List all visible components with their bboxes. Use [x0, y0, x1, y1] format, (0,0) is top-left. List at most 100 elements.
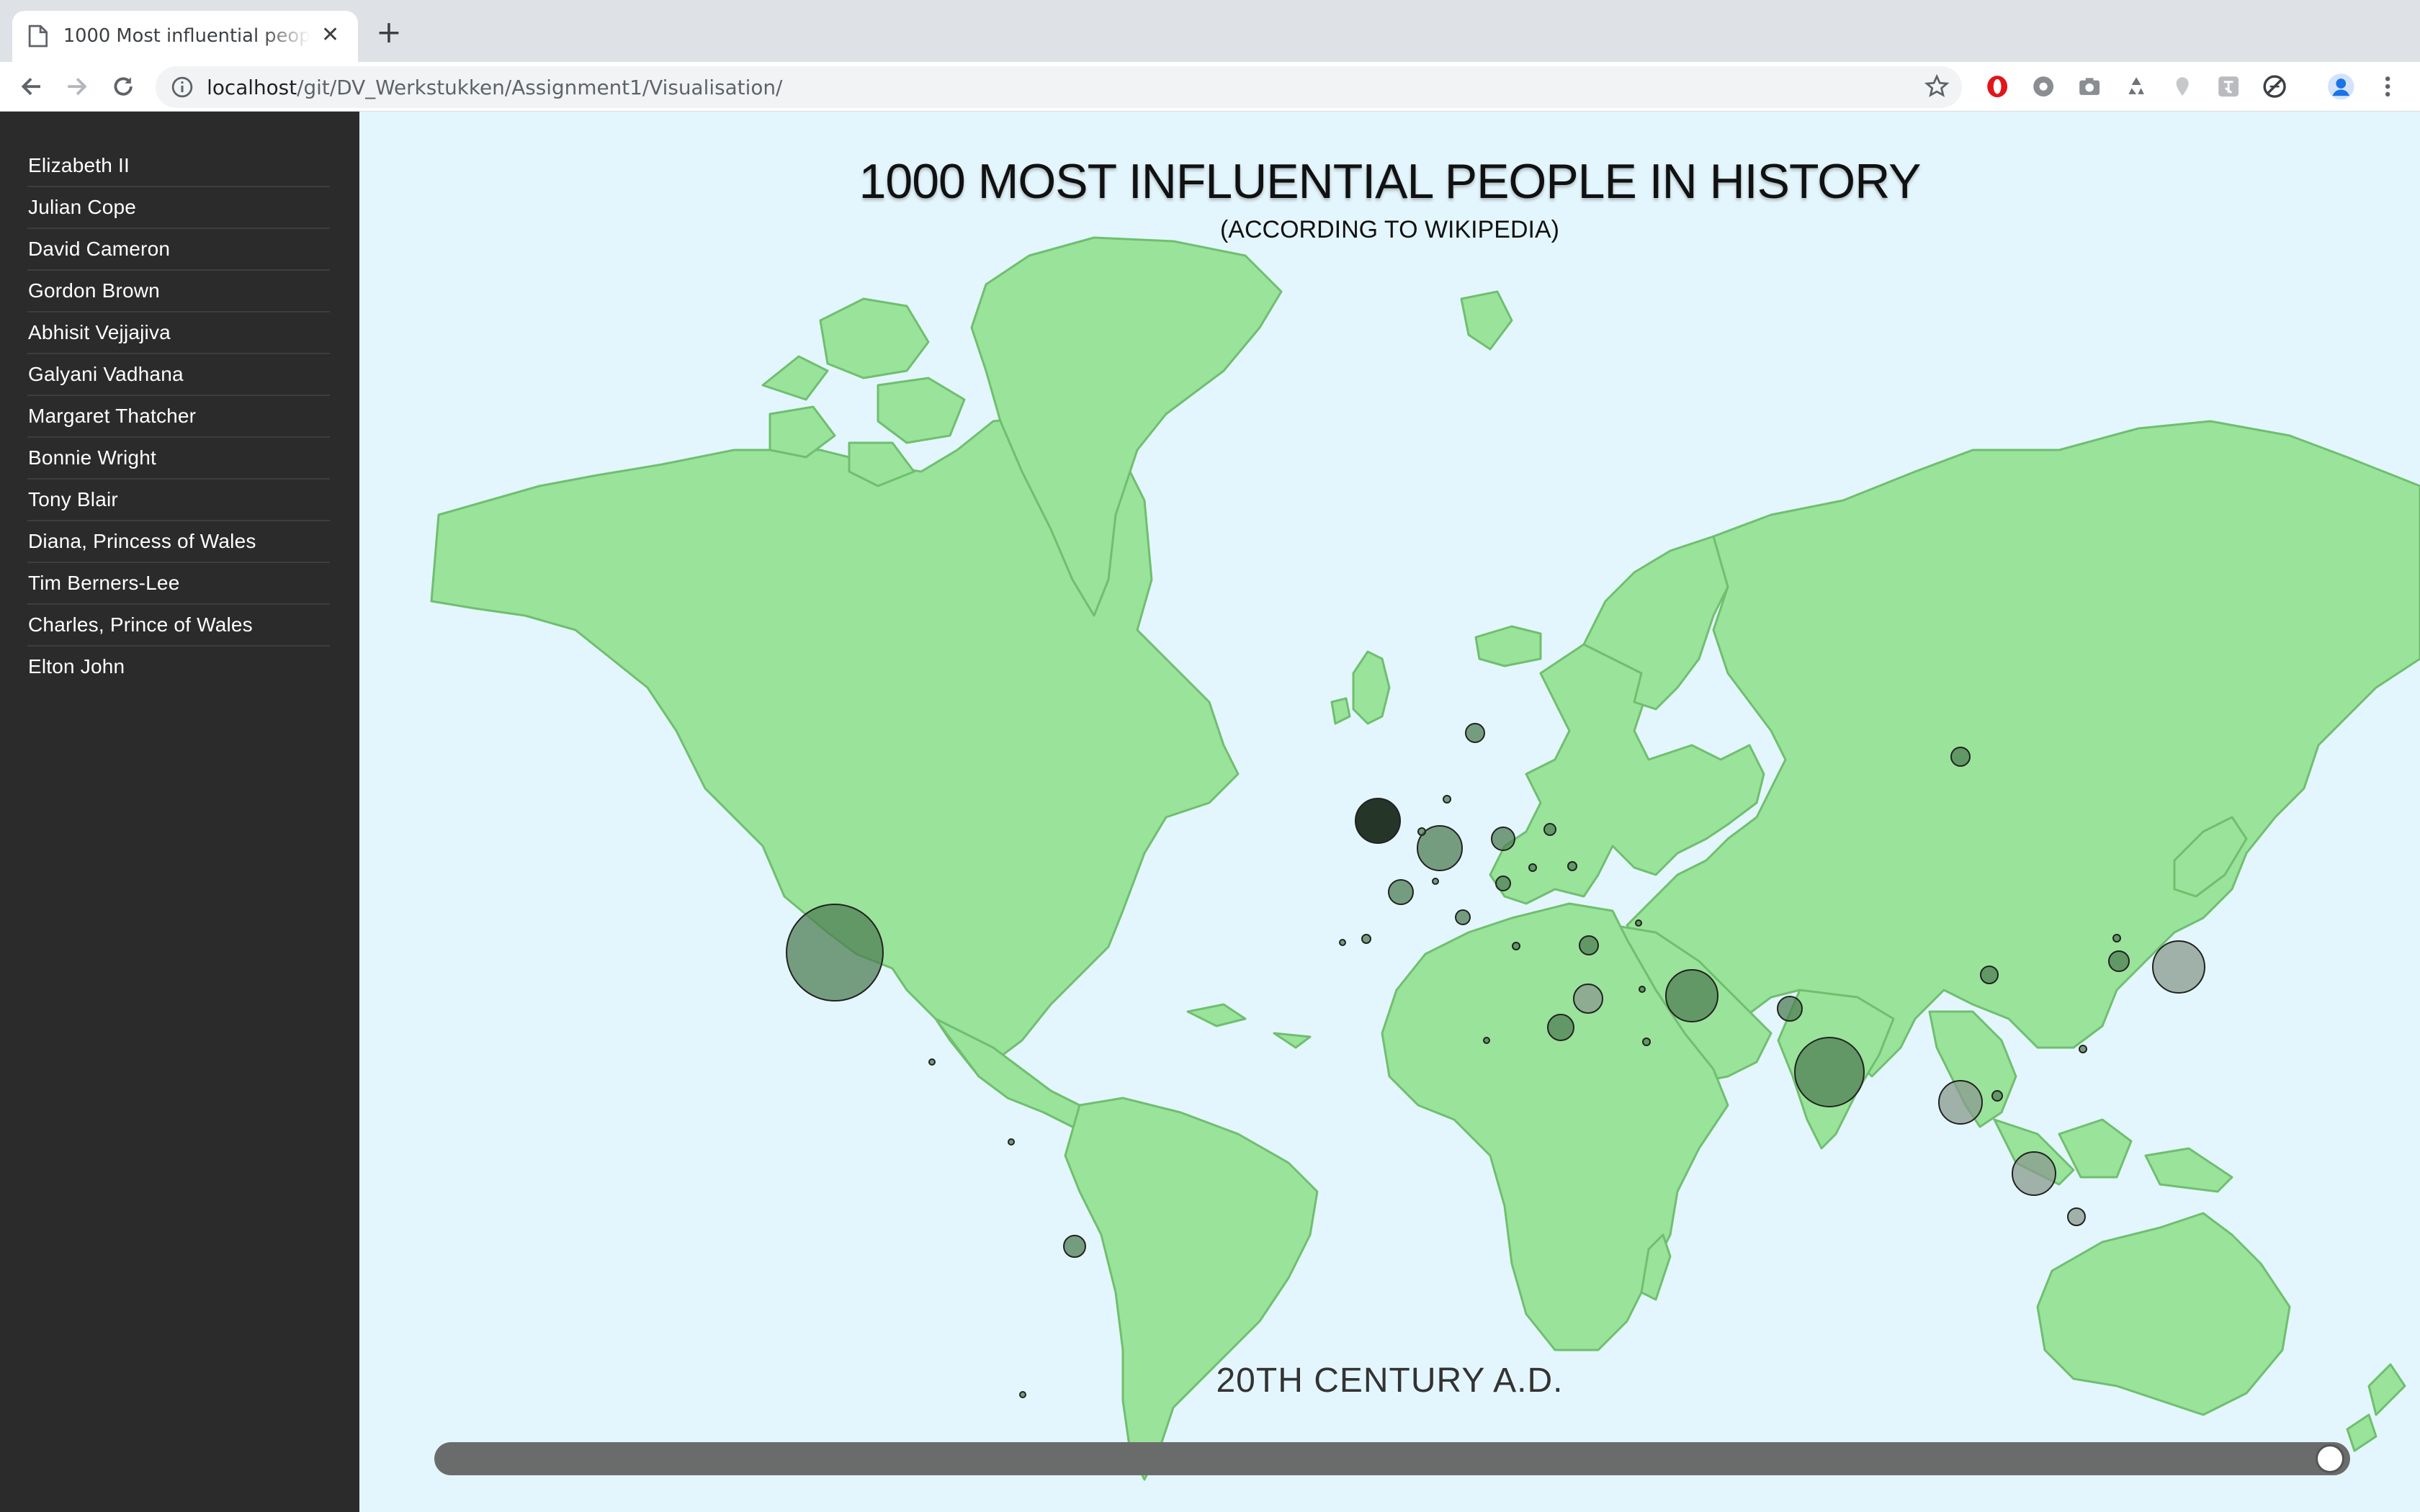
bubble-india[interactable]	[1794, 1037, 1865, 1107]
url-path: /git/DV_Werkstukken/Assignment1/Visualis…	[297, 75, 783, 99]
translate-extension-icon[interactable]	[2215, 73, 2243, 101]
bubble-pakistan[interactable]	[1777, 996, 1803, 1022]
bubble-brazil[interactable]	[1063, 1235, 1086, 1258]
bubble-thailand[interactable]	[1938, 1080, 1983, 1125]
person-item[interactable]: Julian Cope	[27, 187, 330, 229]
person-item[interactable]: Tim Berners-Lee	[27, 563, 330, 605]
australia-landmass	[2036, 1212, 2291, 1416]
bubble-japan[interactable]	[2152, 940, 2205, 994]
person-item[interactable]: Tony Blair	[27, 480, 330, 521]
bubble-hungary[interactable]	[1528, 863, 1537, 872]
back-arrow-icon[interactable]	[17, 73, 45, 101]
british-isles-landmass	[1330, 650, 1391, 725]
person-item[interactable]: Charles, Prince of Wales	[27, 605, 330, 647]
timeline-slider[interactable]	[434, 1442, 2350, 1475]
url-host: localhost	[207, 75, 297, 99]
people-sidebar: Elizabeth II Julian Cope David Cameron Gord…	[0, 112, 359, 1512]
pin-icon[interactable]	[2169, 73, 2197, 101]
map-panel: 1000 MOST INFLUENTIAL PEOPLE IN HISTORY …	[359, 112, 2420, 1512]
person-item[interactable]: Gordon Brown	[27, 271, 330, 312]
gear-extension-icon[interactable]	[2030, 73, 2058, 101]
influence-bubbles	[786, 723, 2205, 1398]
forward-arrow-icon[interactable]	[63, 73, 91, 101]
bubble-syria[interactable]	[1639, 986, 1646, 993]
reload-icon[interactable]	[109, 73, 138, 101]
people-list: Elizabeth II Julian Cope David Cameron Gord…	[27, 145, 330, 688]
bubble-czech[interactable]	[1543, 823, 1556, 836]
bubble-austria[interactable]	[1495, 876, 1511, 891]
bubble-argentina[interactable]	[1019, 1391, 1026, 1398]
greenland-landmass	[970, 236, 1283, 617]
person-item[interactable]: Bonnie Wright	[27, 438, 330, 480]
bubble-switzerland[interactable]	[1432, 878, 1439, 885]
world-map[interactable]	[359, 112, 2420, 1512]
new-tab-button[interactable]: +	[376, 14, 402, 50]
south-america-landmass	[1064, 1097, 1319, 1481]
bubble-usa[interactable]	[786, 904, 884, 1002]
bubble-poland[interactable]	[1491, 827, 1515, 851]
bubble-sweden[interactable]	[1465, 723, 1485, 743]
bubble-italy[interactable]	[1455, 909, 1471, 925]
browser-tab[interactable]: 1000 Most influential people in history …	[12, 11, 359, 62]
bubble-malaysia[interactable]	[2012, 1151, 2056, 1196]
bubble-uk[interactable]	[1355, 798, 1401, 844]
close-icon[interactable]: ✕	[321, 22, 340, 48]
person-item[interactable]: Elizabeth II	[27, 145, 330, 187]
bubble-taiwan[interactable]	[2112, 934, 2121, 942]
page-content: Elizabeth II Julian Cope David Cameron Gord…	[0, 112, 2420, 1512]
bubble-korea[interactable]	[2108, 950, 2130, 972]
opera-icon[interactable]	[1984, 73, 2012, 101]
bubble-egypt[interactable]	[1547, 1014, 1574, 1041]
north-america-landmass	[430, 413, 1240, 1078]
europe-landmass	[1489, 614, 1765, 905]
svalbard-landmass	[1460, 290, 1513, 351]
bubble-indonesia[interactable]	[2067, 1207, 2086, 1226]
bubble-philippines[interactable]	[2079, 1045, 2087, 1053]
bubble-colombia[interactable]	[1008, 1138, 1015, 1146]
asia-landmass	[1626, 420, 2420, 1078]
bubble-israel[interactable]	[1573, 984, 1603, 1014]
madagascar-landmass	[1640, 1233, 1672, 1301]
toolbar: localhost/git/DV_Werkstukken/Assignment1…	[0, 61, 2420, 113]
person-item[interactable]: Margaret Thatcher	[27, 396, 330, 438]
person-item[interactable]: Abhisit Vejjajiva	[27, 312, 330, 354]
camera-icon[interactable]	[2076, 73, 2104, 101]
block-extension-icon[interactable]	[2261, 73, 2289, 101]
bubble-vietnam[interactable]	[1991, 1090, 2003, 1102]
person-item[interactable]: Galyani Vadhana	[27, 354, 330, 396]
bookmark-star-icon[interactable]	[1924, 73, 1950, 99]
bubble-libya[interactable]	[1483, 1037, 1490, 1044]
bubble-iraq[interactable]	[1642, 1038, 1651, 1046]
tab-strip: 1000 Most influential people in history …	[0, 0, 2420, 62]
person-item[interactable]: Elton John	[28, 655, 125, 678]
person-item[interactable]: Diana, Princess of Wales	[27, 521, 330, 563]
recycle-icon[interactable]	[2122, 73, 2150, 101]
bubble-ukraine[interactable]	[1567, 861, 1577, 871]
bubble-france[interactable]	[1388, 879, 1414, 905]
bubble-netherlands[interactable]	[1417, 827, 1426, 836]
document-icon	[28, 24, 48, 48]
page-subtitle: (ACCORDING TO WIKIPEDIA)	[1219, 216, 1559, 243]
person-item[interactable]: David Cameron	[27, 229, 330, 271]
bubble-turkey[interactable]	[1579, 935, 1599, 955]
page-title: 1000 MOST INFLUENTIAL PEOPLE IN HISTORY	[859, 154, 1922, 209]
new-zealand-landmass	[2346, 1363, 2406, 1452]
bubble-denmark[interactable]	[1443, 795, 1451, 804]
bubble-cuba[interactable]	[928, 1058, 936, 1066]
bubble-iran[interactable]	[1665, 969, 1718, 1022]
address-bar[interactable]: localhost/git/DV_Werkstukken/Assignment1…	[156, 66, 1962, 108]
caribbean-islands	[1186, 1003, 1312, 1049]
bubble-portugal[interactable]	[1339, 939, 1346, 946]
bubble-russia[interactable]	[1950, 747, 1971, 767]
info-icon[interactable]	[171, 76, 193, 98]
bubble-spain[interactable]	[1361, 934, 1371, 944]
bubble-azerbaijan[interactable]	[1635, 919, 1642, 927]
more-menu-icon[interactable]	[2374, 73, 2402, 101]
japan-landmass	[2173, 816, 2248, 898]
timeline-slider-thumb[interactable]	[2316, 1444, 2344, 1473]
bubble-greece[interactable]	[1512, 942, 1520, 950]
bubble-china[interactable]	[1980, 966, 1999, 984]
profile-avatar[interactable]	[2327, 73, 2355, 101]
bubble-germany[interactable]	[1417, 825, 1463, 871]
